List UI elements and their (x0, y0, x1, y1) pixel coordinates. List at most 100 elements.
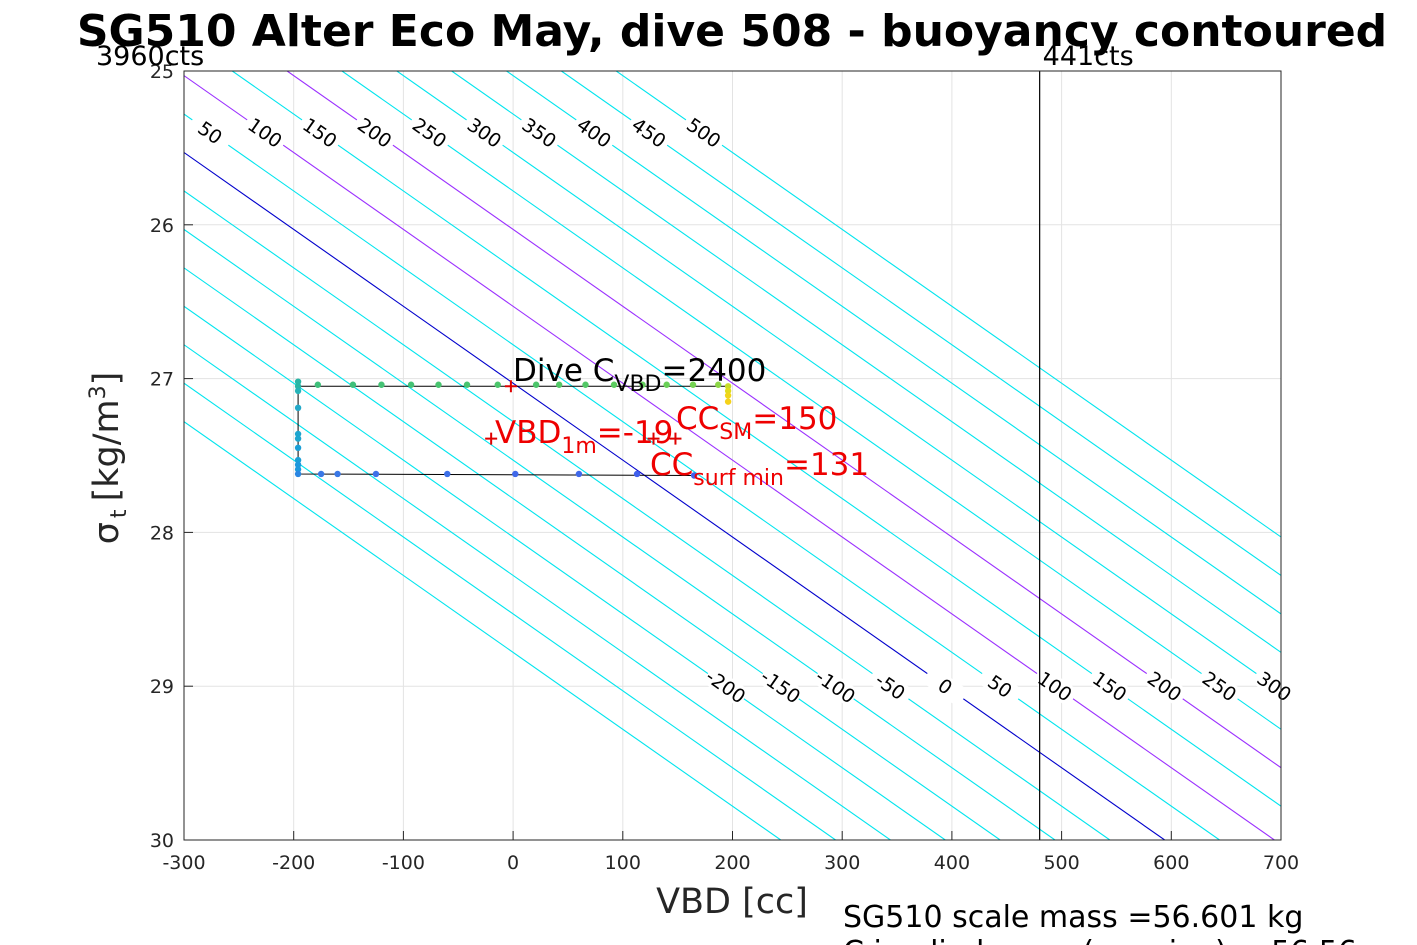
chart-title: SG510 Alter Eco May, dive 508 - buoyancy… (77, 6, 1387, 57)
plus-marker (647, 432, 660, 445)
ccsurf-annotation: CCsurf min=131 (650, 447, 869, 491)
x-tick-label: 700 (1263, 852, 1299, 874)
dive-point (378, 381, 385, 388)
contour-label-bg (921, 665, 970, 708)
cts-label: 3960cts (96, 41, 204, 72)
x-tick-label: 500 (1043, 852, 1079, 874)
contour-label-bg (702, 665, 750, 708)
dive-c-value: =2400 (662, 353, 767, 389)
dive-point (512, 470, 519, 478)
contour-line (506, 71, 1281, 615)
x-tick-label: -200 (272, 852, 315, 874)
dive-point (372, 470, 380, 478)
dive-point (724, 398, 732, 405)
vbd1m-sub: 1m (561, 434, 596, 459)
dive-point (724, 392, 732, 399)
contour-line (396, 71, 1281, 692)
x-tick-label: 600 (1153, 852, 1189, 874)
contour-label-bg (811, 665, 860, 708)
contour-label-bg (1031, 665, 1079, 708)
x-tick-label: -100 (382, 852, 425, 874)
x-tick-label: 200 (714, 852, 750, 874)
ccsurf-main: CC (650, 447, 693, 483)
contour-line (615, 71, 1281, 538)
dive-point (663, 381, 670, 388)
dive-point (444, 470, 451, 478)
footer-line-1: SG510 scale mass =56.601 kg (843, 900, 1303, 935)
x-tick-label: 400 (934, 852, 970, 874)
dive-point (317, 470, 325, 478)
dive-point (532, 381, 540, 388)
footer-line-2: C implied mass (opening) = 56.56 (843, 935, 1357, 945)
dive-point (724, 383, 732, 390)
contour-line (184, 74, 1275, 840)
contour-label-bg (757, 665, 805, 708)
dive-point (314, 381, 322, 388)
contour-label-bg (351, 111, 399, 154)
contour-label-bg (296, 111, 344, 154)
dive-point (294, 383, 302, 390)
contour-label-bg (515, 111, 564, 154)
dive-c-main: Dive C (513, 353, 614, 389)
dive-point (582, 381, 589, 388)
x-tick-label: 0 (507, 852, 519, 874)
contour-line (184, 267, 1001, 840)
contour-line (231, 71, 1281, 807)
x-ticks: -300 -200 -100 0 100 200 300 400 500 600 700 (162, 831, 1299, 874)
ccsm-sub: SM (719, 420, 752, 445)
annotations: Dive CVBD=2400 VBD1m=-19 CCSM=150 CCsurf… (495, 353, 869, 491)
plus-marker (669, 432, 682, 445)
x-axis-label: VBD [cc] (656, 882, 808, 922)
contour-label-bg (1086, 665, 1134, 708)
contour-label-bg (680, 111, 728, 154)
contour-line (184, 113, 1220, 840)
contour-label-bg (1250, 665, 1299, 708)
contour-line (184, 151, 1166, 840)
contour-line (451, 71, 1281, 654)
contour-label-bg (405, 111, 454, 154)
dive-point (294, 461, 302, 468)
cts-label: 441cts (1043, 41, 1134, 72)
contour-line (184, 305, 946, 840)
dive-point (724, 387, 732, 395)
dive-point (494, 381, 501, 388)
dive-point (575, 470, 583, 478)
x-tick-label: 300 (824, 852, 860, 874)
vbd1m-annotation: VBD1m=-19 (495, 415, 673, 459)
ccsurf-value: =131 (784, 447, 869, 483)
buoyancy-contours (184, 71, 1281, 840)
contour-label-bg (186, 111, 235, 154)
y-tick-label: 29 (150, 676, 174, 698)
dive-c-annotation: Dive CVBD=2400 (513, 353, 766, 397)
x-tick-label: 100 (605, 852, 641, 874)
dive-point (294, 378, 302, 385)
dive-point (349, 381, 357, 388)
y-tick-label: 25 (150, 61, 174, 83)
contour-line (184, 382, 836, 840)
contour-label-bg (1140, 665, 1189, 708)
ccsm-annotation: CCSM=150 (676, 401, 837, 445)
dive-point (294, 470, 302, 478)
plus-marker (485, 432, 498, 445)
dive-points (294, 378, 732, 479)
contour-label-bg (625, 111, 673, 154)
contour-line (184, 344, 891, 840)
y-tick-label: 27 (150, 369, 174, 391)
dive-point (294, 435, 302, 442)
contour-line (184, 190, 1111, 840)
x-tick-label: -300 (162, 852, 205, 874)
dive-c-sub: VBD (614, 372, 661, 397)
contour-line (184, 228, 1056, 840)
contour-label-bg (460, 111, 509, 154)
contour-label-bg (570, 111, 619, 154)
cts-labels: 3960cts 441cts (96, 41, 1134, 72)
contour-label-bg (866, 665, 915, 708)
dive-point (639, 381, 646, 388)
y-tick-label: 28 (150, 522, 174, 544)
contour-label-bg (241, 111, 289, 154)
dive-point (294, 444, 302, 452)
dive-point (689, 381, 697, 388)
contour-line (561, 71, 1281, 577)
contour-label-bg (1195, 665, 1244, 708)
